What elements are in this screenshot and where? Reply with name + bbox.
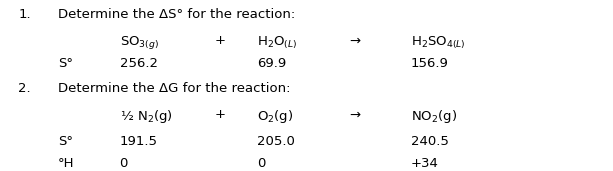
- Text: O$_2$(g): O$_2$(g): [257, 108, 294, 125]
- Text: S°: S°: [58, 57, 73, 70]
- Text: S°: S°: [58, 135, 73, 148]
- Text: +: +: [215, 108, 226, 121]
- Text: 191.5: 191.5: [120, 135, 158, 148]
- Text: °H: °H: [58, 157, 75, 170]
- Text: 2.: 2.: [18, 82, 31, 95]
- Text: 240.5: 240.5: [411, 135, 449, 148]
- Text: 156.9: 156.9: [411, 57, 449, 70]
- Text: +34: +34: [411, 157, 438, 170]
- Text: 256.2: 256.2: [120, 57, 158, 70]
- Text: H$_2$O$_{(L)}$: H$_2$O$_{(L)}$: [257, 34, 298, 51]
- Text: 0: 0: [120, 157, 128, 170]
- Text: →: →: [349, 34, 360, 47]
- Text: 0: 0: [257, 157, 266, 170]
- Text: 205.0: 205.0: [257, 135, 295, 148]
- Text: Determine the ΔS° for the reaction:: Determine the ΔS° for the reaction:: [58, 8, 295, 21]
- Text: NO$_2$(g): NO$_2$(g): [411, 108, 457, 125]
- Text: Determine the ΔG for the reaction:: Determine the ΔG for the reaction:: [58, 82, 291, 95]
- Text: +: +: [215, 34, 226, 47]
- Text: SO$_{3(g)}$: SO$_{3(g)}$: [120, 34, 159, 51]
- Text: ½ N$_2$(g): ½ N$_2$(g): [120, 108, 172, 125]
- Text: 69.9: 69.9: [257, 57, 287, 70]
- Text: 1.: 1.: [18, 8, 31, 21]
- Text: →: →: [349, 108, 360, 121]
- Text: H$_2$SO$_{4(L)}$: H$_2$SO$_{4(L)}$: [411, 34, 465, 51]
